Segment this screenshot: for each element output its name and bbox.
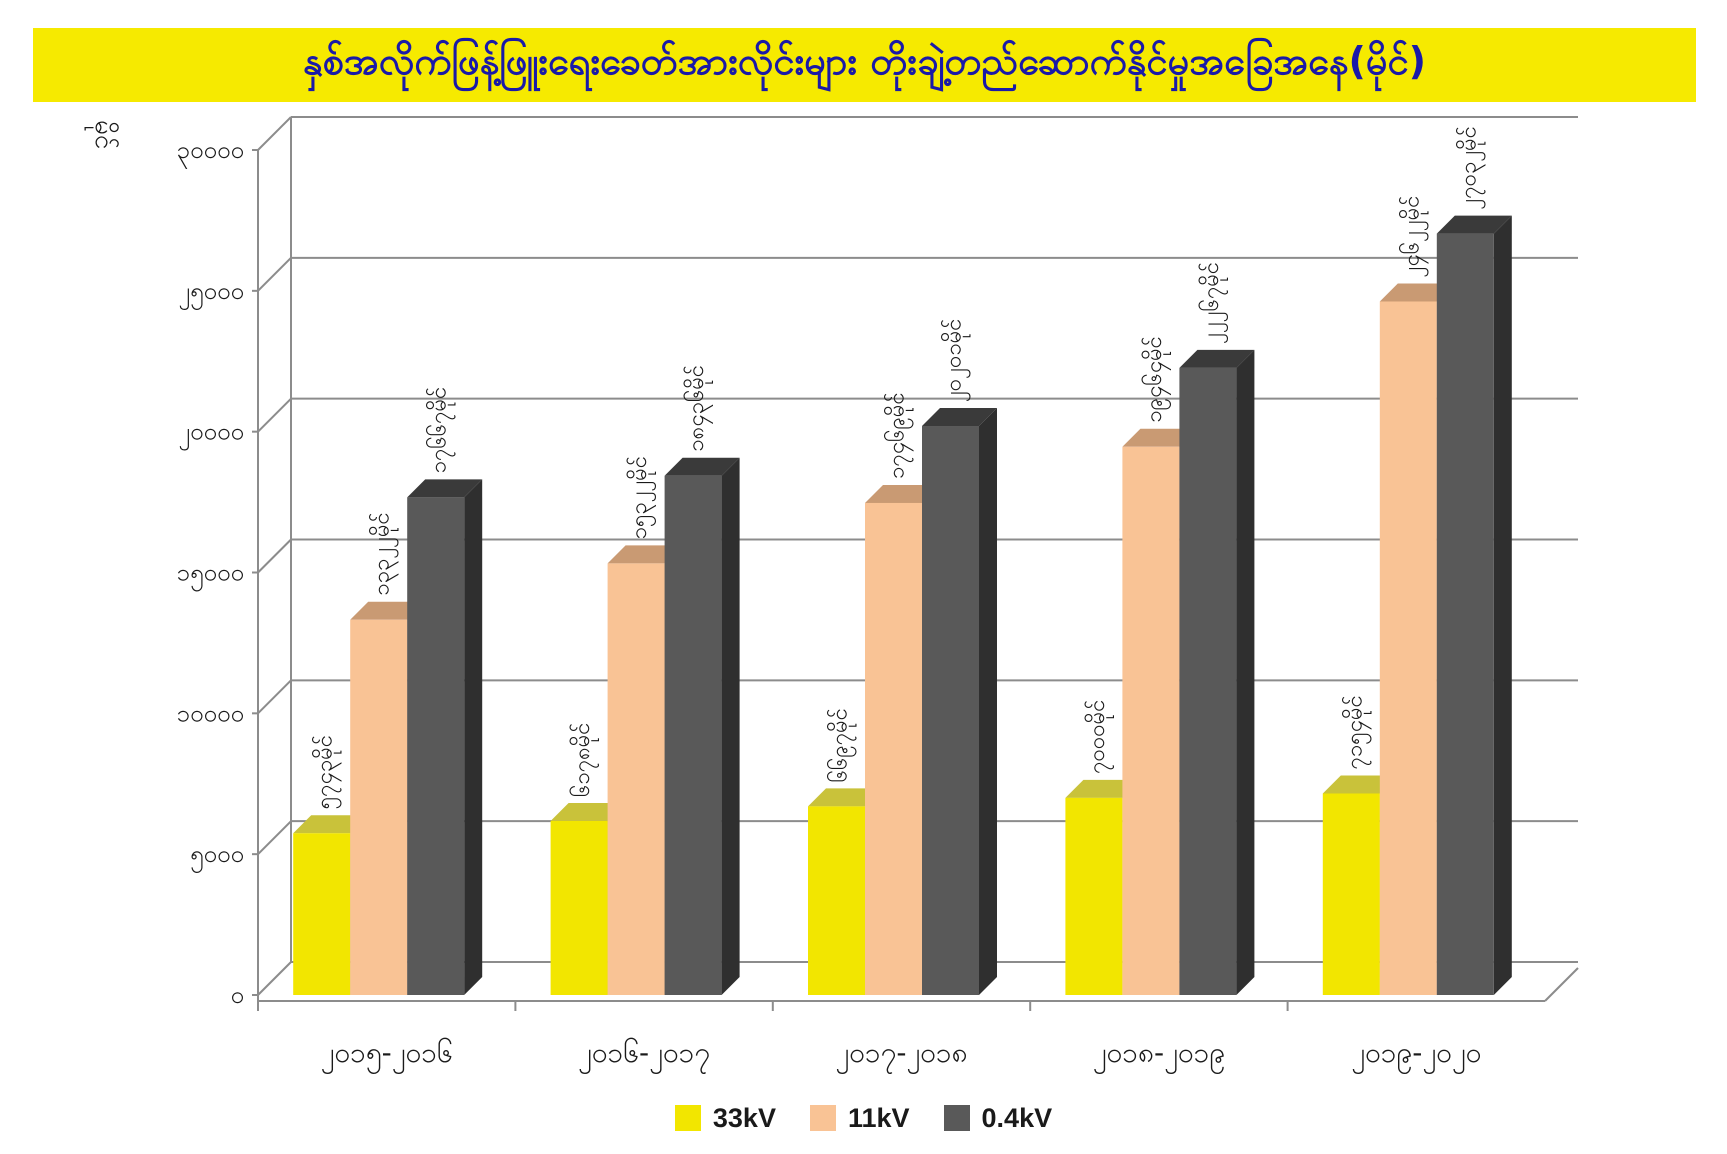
gridline-depth [257, 820, 292, 855]
chart-legend: 33kV 11kV 0.4kV [0, 1098, 1727, 1138]
gridline-depth [257, 397, 292, 433]
legend-label-11kv: 11kV [847, 1102, 910, 1133]
data-label: ၁၉၄၆၄မိုင် [1141, 336, 1171, 423]
bar-top [607, 545, 683, 564]
legend-item-04kv: 0.4kV [943, 1102, 1053, 1134]
x-tick-label: ၂၀၁၉-၂၀၂၀ [1351, 1036, 1481, 1075]
bar-side [464, 479, 483, 995]
bar-top [922, 408, 997, 427]
legend-item-33kv: 33kV [674, 1102, 776, 1134]
gridline-depth [257, 116, 292, 151]
bar-04kV-3 [1179, 349, 1255, 995]
bar-top [865, 484, 940, 503]
bar-top [1065, 779, 1141, 798]
data-label: ၁၇၆၆၇မိုင် [426, 387, 456, 474]
gridline-depth [257, 961, 292, 996]
bar-front [922, 426, 979, 996]
legend-swatch-04kv [943, 1105, 970, 1131]
y-tick-label: ၁၅၀၀၀ [177, 559, 245, 592]
bar-top [550, 802, 626, 821]
bar-04kV-0 [407, 479, 483, 995]
y-tick-label: ၁၀၀၀၀ [177, 699, 245, 727]
data-label: ၂၄၆၂၂မိုင် [1398, 196, 1428, 278]
data-label: ၂၂၂၆၇မိုင် [1198, 262, 1228, 344]
y-tick-label: ၅၀၀၀ [190, 840, 244, 873]
bar-04kV-1 [664, 457, 740, 995]
data-label: ၆၆၉၇မိုင် [827, 708, 857, 782]
chart-title: နှစ်အလိုက်ဖြန့်ဖြူးရေးခေတ်အားလိုင်းများ … [302, 39, 1427, 83]
floor-right-edge [1544, 967, 1579, 1002]
bar-top [664, 457, 740, 476]
bar-front [1065, 797, 1123, 995]
bar-top [407, 479, 483, 498]
bar-top [1436, 215, 1512, 234]
bar-top [808, 788, 883, 807]
bar-front [1379, 301, 1437, 995]
bar-front [407, 497, 465, 995]
bar-side [1236, 349, 1255, 995]
bar-top [350, 601, 426, 620]
bar-front [350, 619, 408, 995]
x-tick-label: ၂၀၁၅-၂၀၁၆ [321, 1035, 453, 1075]
legend-item-11kv: 11kV [809, 1102, 910, 1134]
x-tick-label: ၂၀၁၈-၂၀၁၉ [1093, 1036, 1225, 1075]
data-label: ၁၈၄၃၆မိုင် [683, 365, 713, 452]
y-axis-label: မိုင် [84, 120, 120, 149]
gridline-depth [257, 679, 292, 715]
legend-swatch-33kv [674, 1105, 701, 1131]
bar-front [607, 563, 665, 995]
data-label: ၅၇၄၃မိုင် [312, 735, 342, 809]
bar-front [1122, 446, 1180, 995]
bar-top [1322, 775, 1398, 794]
data-label: ၁၃၃၂၂မိုင် [369, 512, 399, 596]
bar-04kV-2 [922, 408, 997, 996]
x-tick-label: ၂၀၁၇-၂၀၁၈ [835, 1036, 967, 1075]
bar-front [865, 502, 922, 995]
data-label: ၆၁၇၈မိုင် [569, 723, 599, 797]
gridline-depth [257, 538, 292, 574]
bar-top [1122, 428, 1198, 447]
y-tick-label: ၂၅၀၀၀ [178, 277, 244, 310]
y-tick-label: ၀ [231, 981, 245, 1009]
bar-front [664, 475, 722, 995]
x-tick-label: ၂၀၁၆-၂၀၁၇ [578, 1035, 710, 1075]
bar-top [1379, 283, 1455, 302]
data-label: ၇၀၀၀မိုင် [1084, 700, 1114, 774]
bar-front [808, 806, 865, 995]
bar-front [293, 833, 351, 995]
data-label: ၂၀၂၀၁မိုင် [941, 318, 971, 402]
bar-front [550, 820, 608, 995]
legend-label-04kv: 0.4kV [981, 1102, 1053, 1133]
bar-top [293, 815, 369, 834]
bar-front [1322, 793, 1380, 995]
bar-04kV-4 [1436, 215, 1512, 996]
bar-front [1436, 233, 1494, 996]
data-label: ၁၇၄၆၉မိုင် [884, 392, 914, 479]
gridline-depth [257, 257, 292, 292]
data-label: ၁၅၃၂၂မိုင် [626, 456, 656, 540]
data-label: ၇၁၅၄မိုင် [1341, 695, 1371, 769]
bar-side [1493, 215, 1512, 996]
bar-side [979, 408, 997, 996]
y-tick-label: ၃၀၀၀၀ [177, 136, 245, 169]
chart-title-banner: နှစ်အလိုက်ဖြန့်ဖြူးရေးခေတ်အားလိုင်းများ … [33, 28, 1696, 102]
bar-front [1179, 367, 1237, 995]
legend-label-33kv: 33kV [712, 1102, 776, 1133]
bar-side [721, 457, 740, 995]
data-label: ၂၇၀၃၂မိုင် [1455, 126, 1485, 210]
legend-swatch-11kv [809, 1105, 836, 1131]
y-tick-label: ၂၀၀၀၀ [178, 418, 244, 451]
bar-top [1179, 349, 1255, 368]
